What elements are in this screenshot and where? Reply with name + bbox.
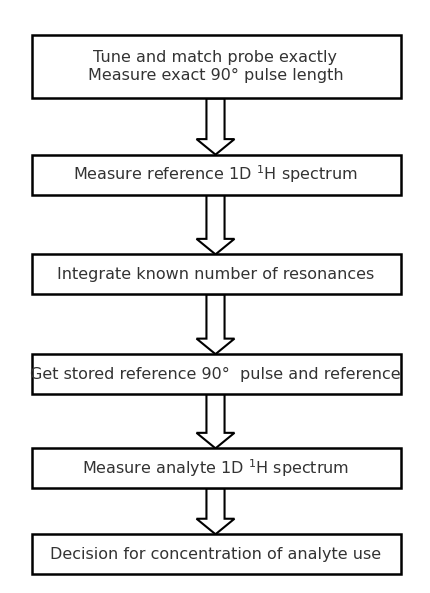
Text: Measure reference 1D $^{\mathregular{1}}$H spectrum: Measure reference 1D $^{\mathregular{1}}… — [73, 164, 357, 186]
FancyBboxPatch shape — [32, 448, 400, 488]
Text: Tune and match probe exactly: Tune and match probe exactly — [93, 50, 337, 65]
FancyBboxPatch shape — [32, 354, 400, 394]
FancyBboxPatch shape — [32, 534, 400, 574]
Text: Integrate known number of resonances: Integrate known number of resonances — [57, 267, 373, 282]
FancyArrow shape — [196, 394, 234, 448]
Text: Measure exact 90° pulse length: Measure exact 90° pulse length — [87, 68, 343, 83]
FancyArrow shape — [196, 294, 234, 354]
FancyBboxPatch shape — [32, 254, 400, 294]
Text: Decision for concentration of analyte use: Decision for concentration of analyte us… — [50, 547, 380, 562]
FancyBboxPatch shape — [32, 34, 400, 98]
Text: Get stored reference 90°  pulse and reference: Get stored reference 90° pulse and refer… — [30, 366, 400, 382]
FancyBboxPatch shape — [32, 155, 400, 195]
FancyArrow shape — [196, 488, 234, 534]
FancyArrow shape — [196, 98, 234, 155]
FancyArrow shape — [196, 195, 234, 254]
Text: Measure analyte 1D $^{\mathregular{1}}$H spectrum: Measure analyte 1D $^{\mathregular{1}}$H… — [82, 457, 348, 479]
